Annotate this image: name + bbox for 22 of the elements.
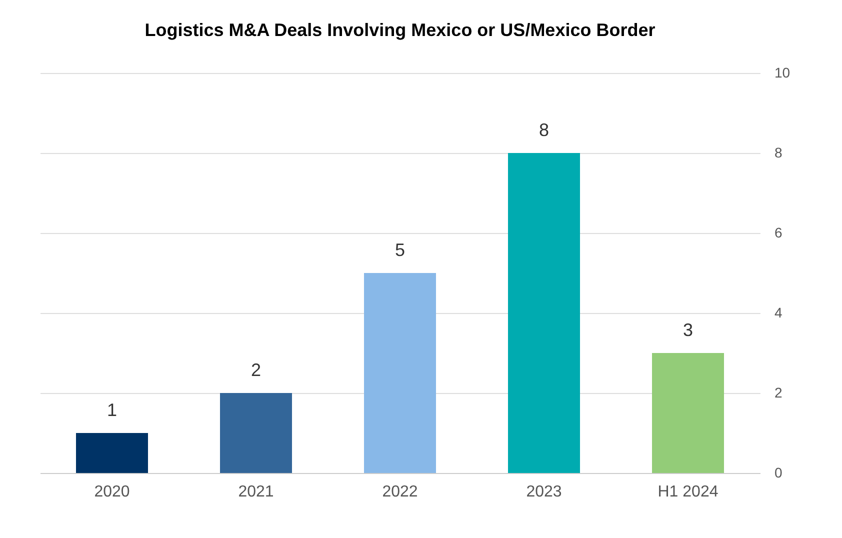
chart-title: Logistics M&A Deals Involving Mexico or US/Mexico Border (144, 20, 656, 40)
bar (364, 273, 436, 473)
data-label: 8 (538, 120, 550, 140)
bar (76, 433, 148, 473)
bar (652, 353, 724, 473)
bar (508, 153, 580, 473)
y-tick-label: 8 (774, 144, 782, 160)
bar (220, 393, 292, 473)
y-tick-label: 6 (774, 224, 782, 240)
x-tick-label: 2022 (382, 484, 418, 500)
y-tick-label: 2 (774, 384, 782, 400)
x-tick-label: 2021 (238, 484, 274, 500)
y-tick-label: 0 (774, 464, 782, 480)
x-tick-label: 2023 (526, 484, 562, 500)
data-label: 1 (106, 400, 118, 420)
y-tick-label: 10 (774, 64, 790, 80)
data-label: 2 (250, 360, 262, 380)
y-tick-label: 4 (774, 304, 782, 320)
x-tick-label: 2020 (94, 484, 130, 500)
data-label: 5 (394, 240, 406, 260)
data-label: 3 (682, 320, 694, 340)
x-tick-label: H1 2024 (658, 484, 718, 500)
